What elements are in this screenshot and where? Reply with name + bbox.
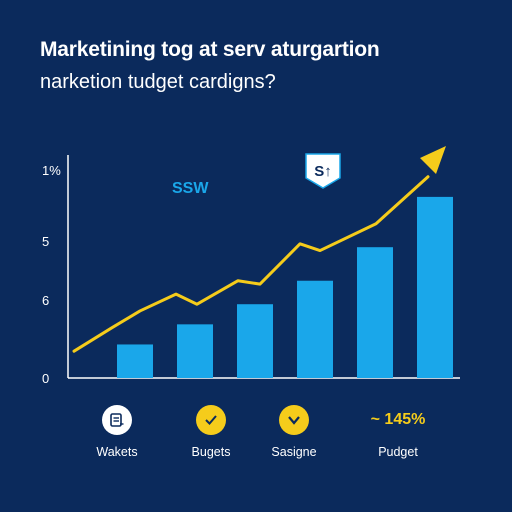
series-label: SSW bbox=[172, 180, 209, 197]
footer-item-bugets: Bugets bbox=[166, 405, 256, 459]
footer-item-sasigne: Sasigne bbox=[249, 405, 339, 459]
bar bbox=[297, 280, 333, 378]
document-icon bbox=[102, 405, 132, 435]
bar bbox=[177, 324, 213, 378]
y-tick-label: 1% bbox=[42, 163, 61, 178]
marker-badge bbox=[305, 153, 341, 189]
bar bbox=[357, 247, 393, 378]
marker-label: S↑ bbox=[314, 163, 332, 180]
chart-title: Marketining tog at serv aturgartion bbox=[40, 38, 380, 61]
footer-label-sasigne: Sasigne bbox=[271, 445, 317, 459]
percent-change-value: ~ 145% bbox=[370, 411, 426, 428]
y-tick-label: 0 bbox=[42, 371, 49, 386]
footer-item-wakets: Wakets bbox=[72, 405, 162, 459]
trend-arrow-head bbox=[420, 146, 446, 174]
bar-line-chart: 1% 5 6 0 SSW S↑ bbox=[42, 146, 460, 386]
trend-line bbox=[72, 175, 430, 353]
chart-subtitle: narketion tudget cardigns? bbox=[40, 71, 276, 93]
y-tick-label: 5 bbox=[42, 234, 49, 249]
footer-label-pudget: Pudget bbox=[378, 445, 418, 459]
check-badge-icon bbox=[196, 405, 226, 435]
chevron-badge-icon bbox=[279, 405, 309, 435]
footer-item-pudget: ~ 145% Pudget bbox=[353, 405, 443, 459]
bar bbox=[117, 344, 153, 378]
footer-label-bugets: Bugets bbox=[191, 445, 231, 459]
y-tick-label: 6 bbox=[42, 293, 49, 308]
bar bbox=[237, 304, 273, 378]
footer-label-wakets: Wakets bbox=[96, 445, 138, 459]
bar bbox=[417, 196, 453, 378]
